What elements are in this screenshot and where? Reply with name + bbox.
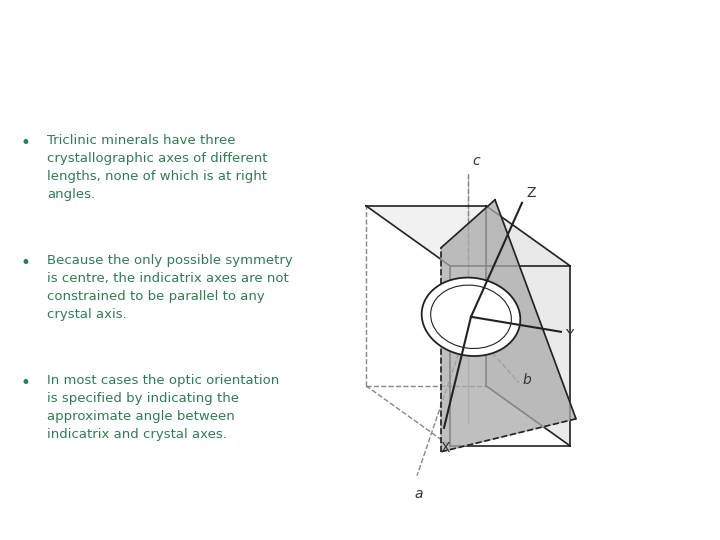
- Text: In most cases the optic orientation
is specified by indicating the
approximate a: In most cases the optic orientation is s…: [47, 374, 279, 441]
- Text: X: X: [441, 441, 451, 455]
- Text: a: a: [414, 487, 423, 501]
- Text: •: •: [20, 374, 30, 392]
- Polygon shape: [366, 206, 570, 266]
- Text: b: b: [523, 373, 531, 387]
- Polygon shape: [486, 206, 570, 446]
- Text: Because the only possible symmetry
is centre, the indicatrix axes are not
constr: Because the only possible symmetry is ce…: [47, 254, 292, 321]
- Text: •: •: [20, 254, 30, 272]
- Text: •: •: [20, 134, 30, 152]
- Text: Optical Indicatrix and Triclinic Crystals: Optical Indicatrix and Triclinic Crystal…: [14, 29, 679, 58]
- Text: c: c: [473, 154, 480, 168]
- Text: Z: Z: [527, 186, 536, 200]
- Polygon shape: [441, 200, 576, 452]
- Polygon shape: [450, 266, 570, 446]
- Text: Triclinic minerals have three
crystallographic axes of different
lengths, none o: Triclinic minerals have three crystallog…: [47, 134, 267, 201]
- Ellipse shape: [422, 278, 521, 356]
- Text: Y: Y: [564, 328, 573, 342]
